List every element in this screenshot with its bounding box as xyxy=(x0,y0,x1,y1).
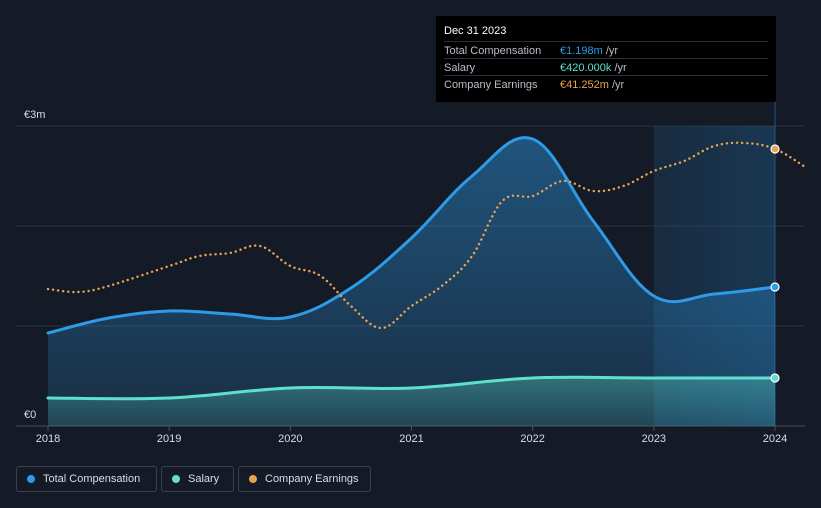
salary-marker xyxy=(770,373,780,383)
total-compensation-area xyxy=(48,137,775,426)
tooltip-label: Total Compensation xyxy=(444,45,542,57)
tooltip-value-wrap: €1.198m /yr xyxy=(560,45,618,57)
chart-legend: Total Compensation Salary Company Earnin… xyxy=(16,466,371,494)
y-tick-label: €0 xyxy=(24,409,36,421)
tooltip-unit: /yr xyxy=(602,45,619,57)
y-tick-label: €3m xyxy=(24,109,45,121)
x-tick-label: 2019 xyxy=(157,433,181,445)
tooltip-unit: /yr xyxy=(608,79,625,91)
tooltip-value: €420.000k xyxy=(560,62,612,74)
tooltip-label: Salary xyxy=(444,62,476,74)
legend-label: Salary xyxy=(188,473,220,485)
tooltip-row-company-earnings: Company Earnings €41.252m /yr xyxy=(444,75,768,94)
company-earnings-line xyxy=(46,141,807,330)
tooltip-value-wrap: €420.000k /yr xyxy=(560,62,627,74)
tooltip-value: €1.198m xyxy=(560,45,603,57)
legend-item-total-compensation[interactable]: Total Compensation xyxy=(16,466,157,492)
tooltip-value: €41.252m xyxy=(560,79,609,91)
legend-label: Company Earnings xyxy=(265,473,359,485)
legend-dot xyxy=(27,475,35,483)
salary-area xyxy=(48,377,775,426)
tooltip-row-total-compensation: Total Compensation €1.198m /yr xyxy=(444,41,768,60)
legend-item-salary[interactable]: Salary xyxy=(161,466,234,492)
tooltip-date: Dec 31 2023 xyxy=(444,25,507,37)
legend-label: Total Compensation xyxy=(43,473,141,485)
x-tick-label: 2020 xyxy=(278,433,302,445)
legend-item-company-earnings[interactable]: Company Earnings xyxy=(238,466,371,492)
x-tick-label: 2024 xyxy=(763,433,787,445)
company-earnings-marker xyxy=(770,144,780,154)
legend-dot xyxy=(249,475,257,483)
salary-line xyxy=(46,375,777,401)
tooltip-unit: /yr xyxy=(611,62,627,74)
x-tick-label: 2022 xyxy=(520,433,544,445)
tooltip-value-wrap: €41.252m /yr xyxy=(560,79,624,91)
x-tick-label: 2018 xyxy=(36,433,60,445)
x-tick-label: 2021 xyxy=(399,433,423,445)
total-compensation-line xyxy=(46,136,777,335)
total-compensation-marker xyxy=(770,282,780,292)
tooltip-label: Company Earnings xyxy=(444,79,538,91)
legend-dot xyxy=(172,475,180,483)
tooltip-row-salary: Salary €420.000k /yr xyxy=(444,58,768,77)
chart-tooltip: Dec 31 2023 Total Compensation €1.198m /… xyxy=(436,16,776,102)
x-tick-label: 2023 xyxy=(642,433,666,445)
